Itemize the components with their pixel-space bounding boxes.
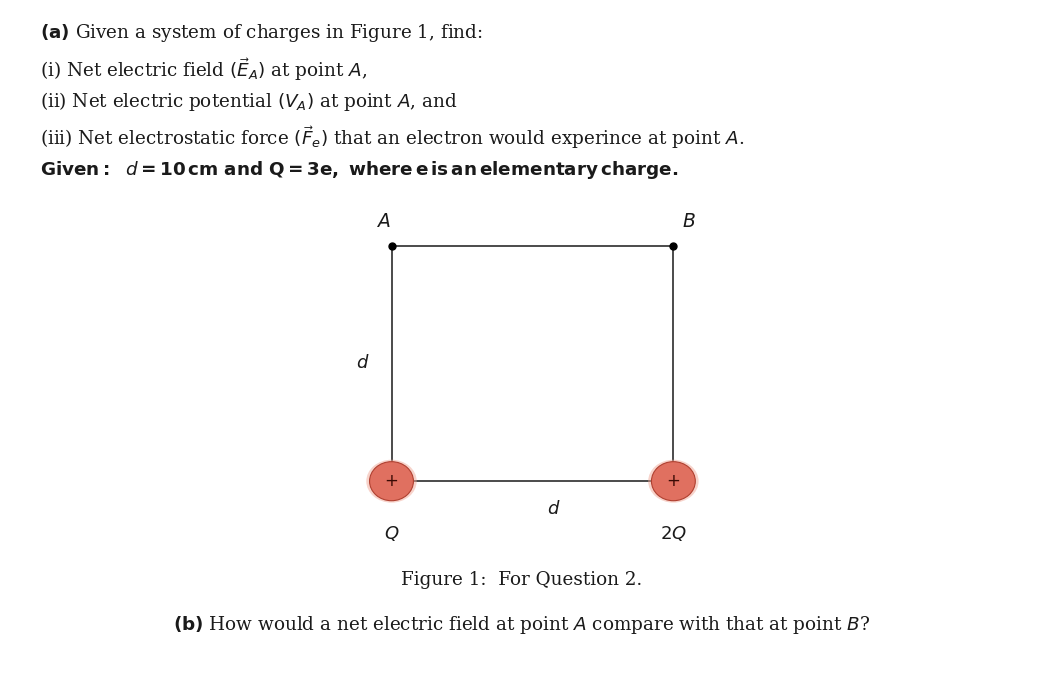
Text: $\mathbf{(a)}$ Given a system of charges in Figure 1, find:: $\mathbf{(a)}$ Given a system of charges… (40, 22, 482, 44)
Text: (ii) Net electric potential $(V_A)$ at point $\mathit{A}$, and: (ii) Net electric potential $(V_A)$ at p… (40, 90, 457, 113)
Text: $\mathbf{Given:}$  $\mathbf{\mathit{d} = 10\,cm}$ $\mathbf{and}$ $\mathbf{Q = 3e: $\mathbf{Given:}$ $\mathbf{\mathit{d} = … (40, 159, 679, 181)
Ellipse shape (370, 462, 413, 501)
Text: $2Q$: $2Q$ (660, 524, 687, 543)
Text: $+$: $+$ (666, 472, 681, 490)
Ellipse shape (366, 460, 417, 503)
Text: $d$: $d$ (547, 501, 560, 518)
Text: $A$: $A$ (376, 213, 390, 231)
Text: $d$: $d$ (356, 355, 369, 372)
Text: $\mathbf{(b)}$ How would a net electric field at point $\mathit{A}$ compare with: $\mathbf{(b)}$ How would a net electric … (173, 614, 871, 636)
Text: (i) Net electric field $(\vec{E}_A)$ at point $\mathit{A}$,: (i) Net electric field $(\vec{E}_A)$ at … (40, 57, 366, 83)
Text: $B$: $B$ (682, 213, 696, 231)
Text: $Q$: $Q$ (384, 524, 399, 543)
Ellipse shape (651, 462, 695, 501)
Text: Figure 1:  For Question 2.: Figure 1: For Question 2. (401, 571, 643, 589)
Text: $+$: $+$ (384, 472, 399, 490)
Ellipse shape (648, 460, 698, 503)
Text: (iii) Net electrostatic force $(\vec{F}_e)$ that an electron would experince at : (iii) Net electrostatic force $(\vec{F}_… (40, 124, 744, 151)
